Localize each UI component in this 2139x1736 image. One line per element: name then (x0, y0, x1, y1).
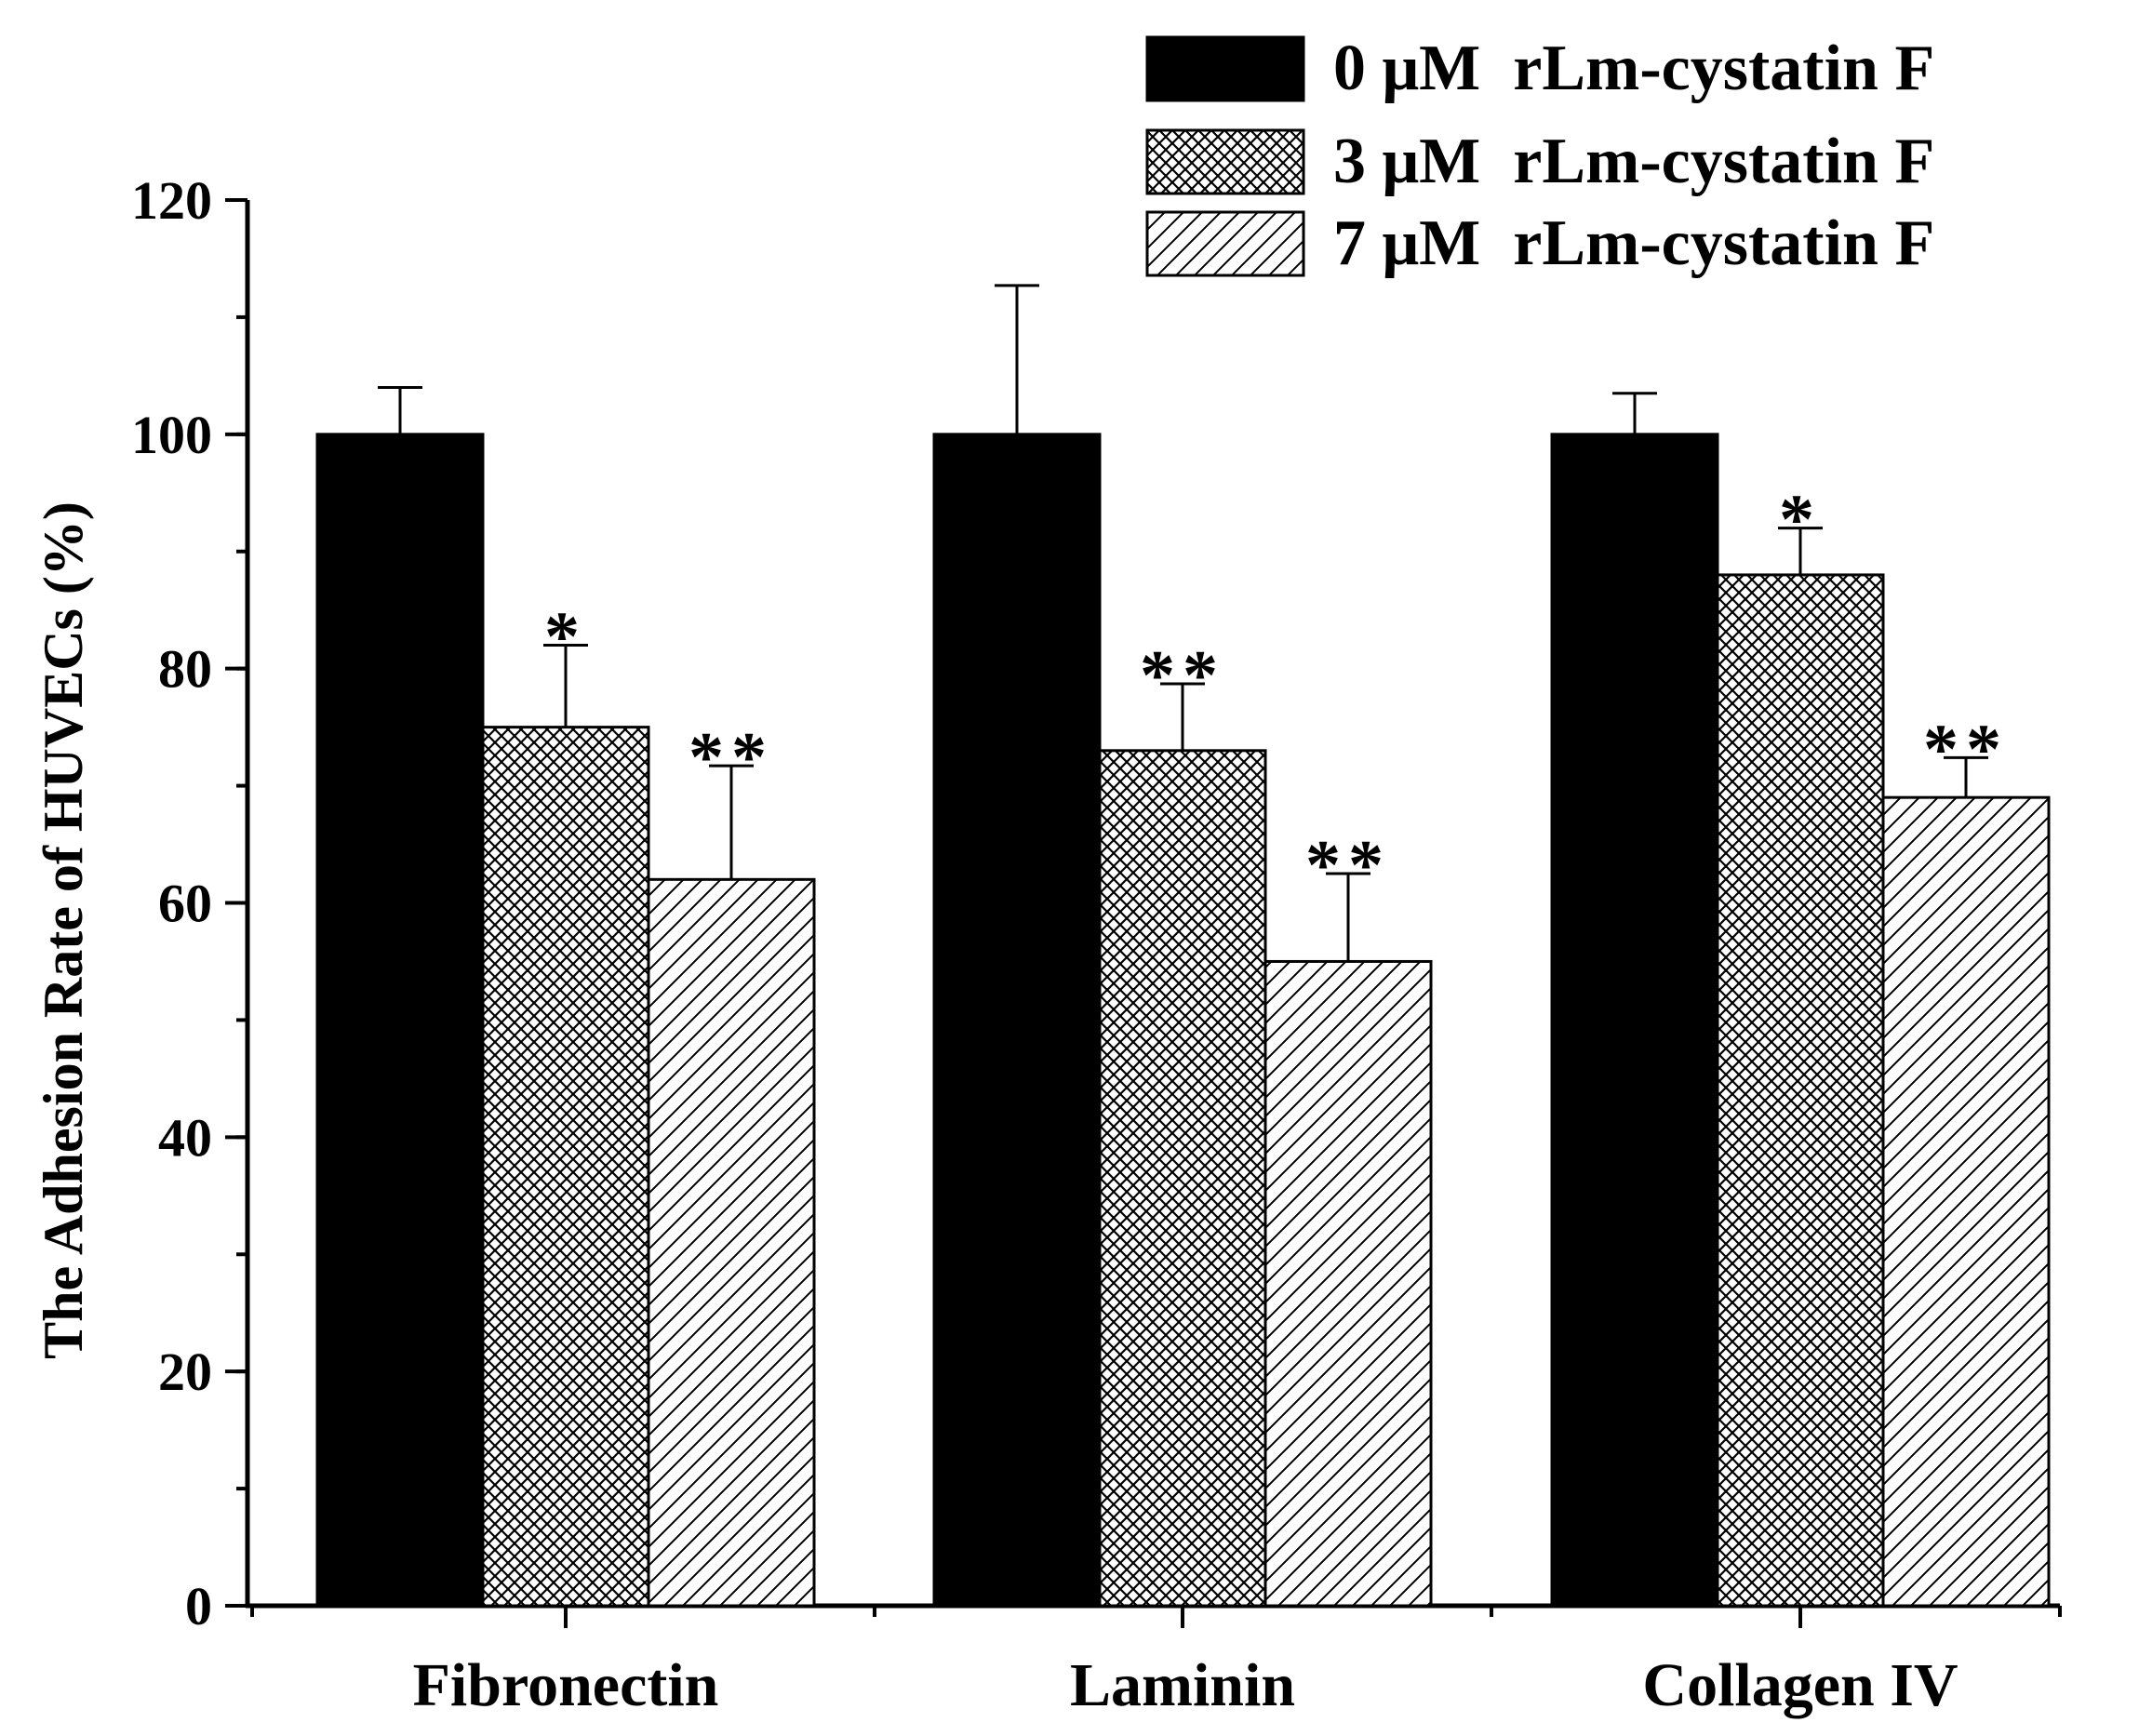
legend-label: 7 μM rLm-cystatin F (1333, 207, 1934, 279)
bar (1550, 433, 1719, 1608)
bar (481, 726, 650, 1608)
significance-mark: ** (1140, 636, 1225, 714)
x-tick-label: Collagen IV (1642, 1651, 1958, 1719)
y-tick-label: 120 (131, 170, 212, 231)
y-axis-label: The Adhesion Rate of HUVECs (%) (33, 501, 94, 1359)
bar (315, 433, 485, 1608)
legend-label: 0 μM rLm-cystatin F (1333, 33, 1934, 104)
y-tick-label: 100 (131, 405, 212, 465)
legend: 0 μM rLm-cystatin F 3 μM rLm-cystatin F 7 … (1145, 33, 1934, 279)
legend-swatch (1145, 35, 1305, 102)
bars (315, 433, 2051, 1608)
x-tick-label: Fibronectin (413, 1651, 719, 1719)
bar (1881, 795, 2051, 1608)
y-tick-label: 0 (185, 1576, 212, 1636)
error-bars (378, 284, 1988, 962)
significance-mark: * (1779, 481, 1822, 559)
bar (932, 433, 1102, 1608)
legend-item: 0 μM rLm-cystatin F (1145, 33, 1934, 104)
legend-swatch (1145, 128, 1305, 195)
significance-mark: ** (688, 718, 774, 796)
legend-label: 3 μM rLm-cystatin F (1333, 126, 1934, 197)
bar (1263, 959, 1433, 1608)
y-axis: 0 20 40 60 80 100 120 (131, 170, 250, 1636)
bar (1098, 749, 1267, 1608)
legend-item: 7 μM rLm-cystatin F (1145, 207, 1934, 279)
bar (647, 877, 816, 1608)
significance-mark: * (544, 597, 587, 675)
y-tick-label: 20 (158, 1342, 212, 1402)
significance-marks: ********** (544, 481, 2009, 904)
y-tick-label: 80 (158, 639, 212, 700)
legend-swatch (1145, 210, 1305, 277)
x-axis: Fibronectin Laminin Collagen IV (246, 1603, 2062, 1719)
significance-mark: ** (1305, 826, 1391, 904)
bar (1716, 573, 1885, 1608)
significance-mark: ** (1923, 710, 2009, 788)
y-tick-label: 40 (158, 1107, 212, 1168)
x-tick-label: Laminin (1070, 1651, 1295, 1719)
legend-item: 3 μM rLm-cystatin F (1145, 126, 1934, 197)
y-tick-label: 60 (158, 874, 212, 934)
